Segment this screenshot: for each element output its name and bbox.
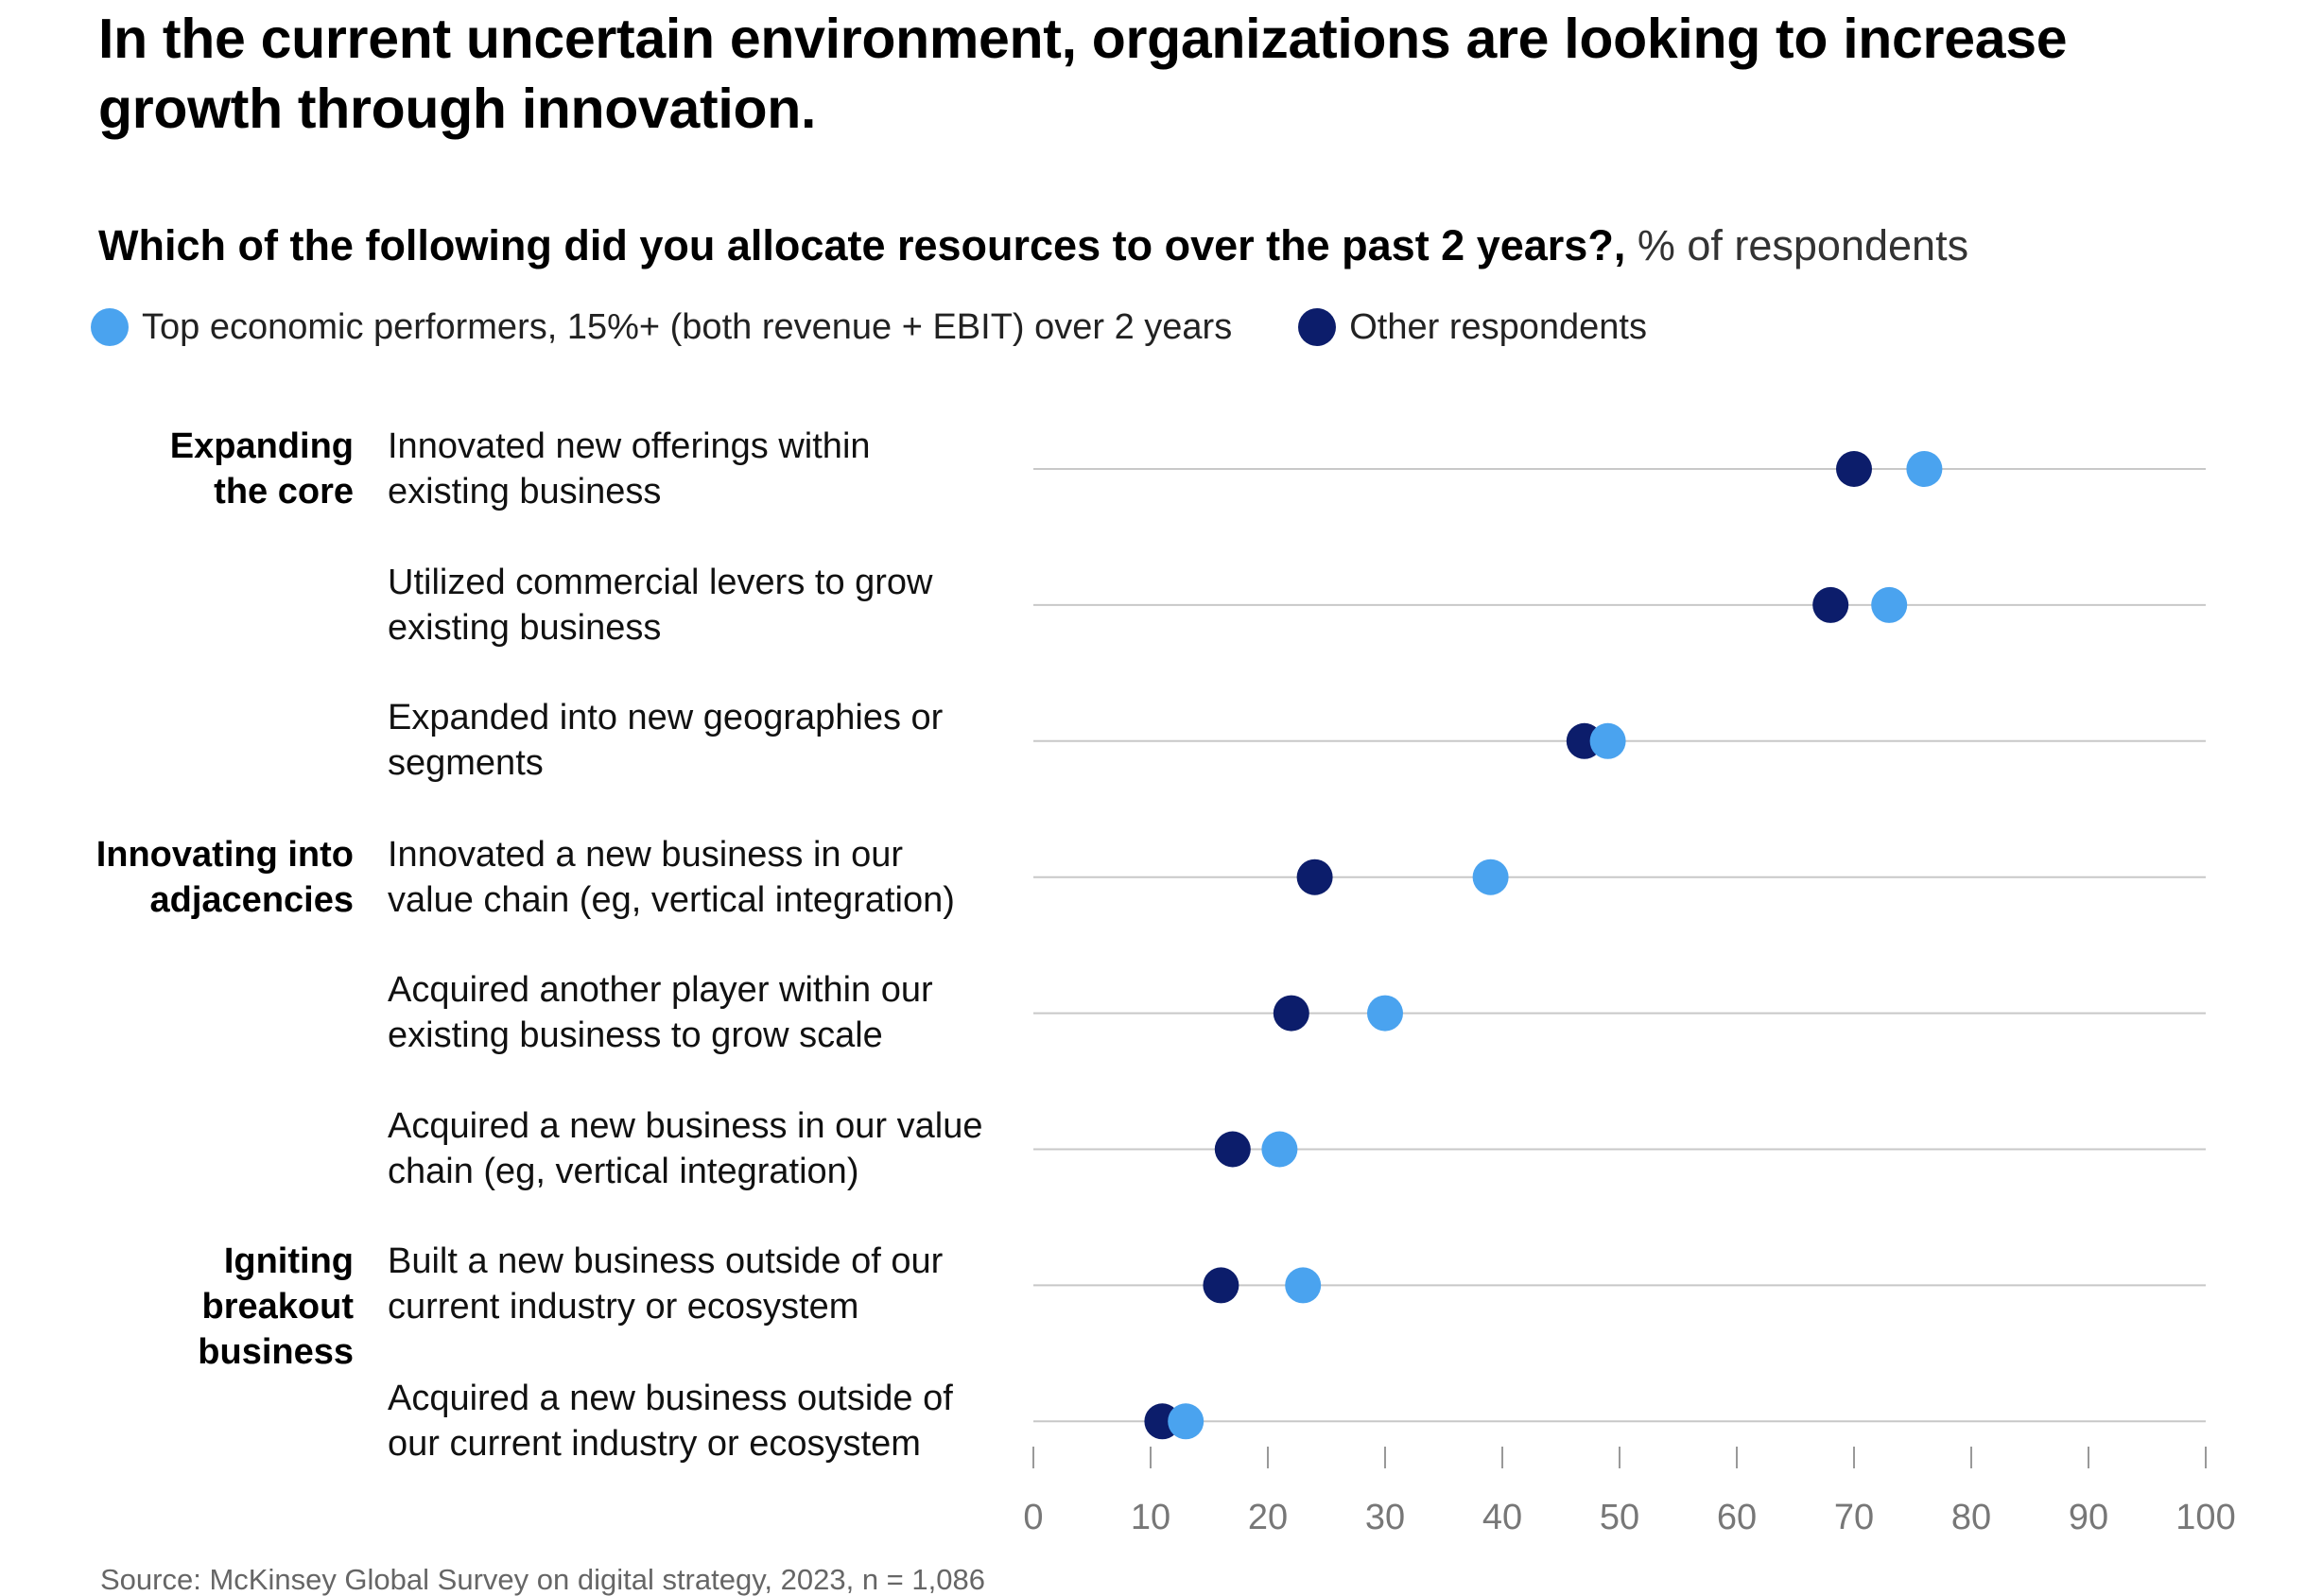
legend: Top economic performers, 15%+ (both reve… bbox=[91, 301, 1713, 354]
x-tick-label: 50 bbox=[1600, 1498, 1639, 1537]
row-label: Innovated new offerings within existing … bbox=[388, 426, 871, 512]
chart-title: In the current uncertain environment, or… bbox=[98, 8, 2068, 140]
dot-top bbox=[1472, 859, 1509, 895]
row-label: Innovated a new business in our value ch… bbox=[388, 835, 955, 920]
source-note: Source: McKinsey Global Survey on digita… bbox=[100, 1563, 985, 1596]
row-label: Acquired a new business outside of our c… bbox=[388, 1379, 953, 1464]
legend-label-top: Top economic performers, 15%+ (both reve… bbox=[142, 306, 1233, 347]
dot-top bbox=[1906, 451, 1943, 487]
dot-top bbox=[1589, 722, 1626, 759]
dot-other bbox=[1296, 859, 1333, 895]
dot-other bbox=[1214, 1131, 1251, 1168]
row-label: Acquired a new business in our value cha… bbox=[388, 1106, 983, 1191]
x-tick-label: 100 bbox=[2175, 1498, 2235, 1537]
dot-top bbox=[1261, 1131, 1298, 1168]
legend-dot-top bbox=[91, 308, 129, 346]
dot-top bbox=[1168, 1403, 1204, 1440]
subtitle-question: Which of the following did you allocate … bbox=[98, 221, 1626, 269]
legend-item-other: Other respondents bbox=[1298, 307, 1647, 348]
legend-dot-other bbox=[1298, 308, 1337, 346]
legend-item-top: Top economic performers, 15%+ (both reve… bbox=[91, 307, 1232, 348]
x-tick-label: 80 bbox=[1951, 1498, 1991, 1537]
row-label: Built a new business outside of our curr… bbox=[388, 1241, 944, 1327]
dot-top bbox=[1871, 586, 1908, 623]
x-tick-label: 0 bbox=[1023, 1498, 1043, 1537]
group-label-igniting-breakout: Igniting breakout business bbox=[198, 1241, 354, 1372]
x-tick-label: 20 bbox=[1248, 1498, 1288, 1537]
x-tick-label: 90 bbox=[2069, 1498, 2108, 1537]
group-label-expanding-core: Expanding the core bbox=[169, 426, 354, 512]
dot-other bbox=[1812, 586, 1849, 623]
dot-other bbox=[1273, 995, 1309, 1032]
x-tick-label: 30 bbox=[1365, 1498, 1405, 1537]
group-label-innovating-adjacencies: Innovating into adjacencies bbox=[95, 835, 354, 920]
x-tick-label: 70 bbox=[1834, 1498, 1874, 1537]
x-tick-label: 60 bbox=[1717, 1498, 1757, 1537]
chart-subtitle: Which of the following did you allocate … bbox=[98, 219, 1968, 272]
dot-other bbox=[1203, 1267, 1239, 1304]
x-tick-label: 10 bbox=[1131, 1498, 1170, 1537]
subtitle-unit: % of respondents bbox=[1637, 221, 1969, 269]
row-label: Utilized commercial levers to grow exist… bbox=[388, 563, 933, 648]
x-tick-label: 40 bbox=[1482, 1498, 1522, 1537]
dot-top bbox=[1367, 995, 1403, 1032]
dot-top bbox=[1285, 1267, 1322, 1304]
row-label: Acquired another player within our exist… bbox=[388, 970, 933, 1055]
legend-label-other: Other respondents bbox=[1349, 306, 1647, 347]
dot-other bbox=[1836, 451, 1872, 487]
row-label: Expanded into new geographies or segment… bbox=[388, 698, 944, 783]
